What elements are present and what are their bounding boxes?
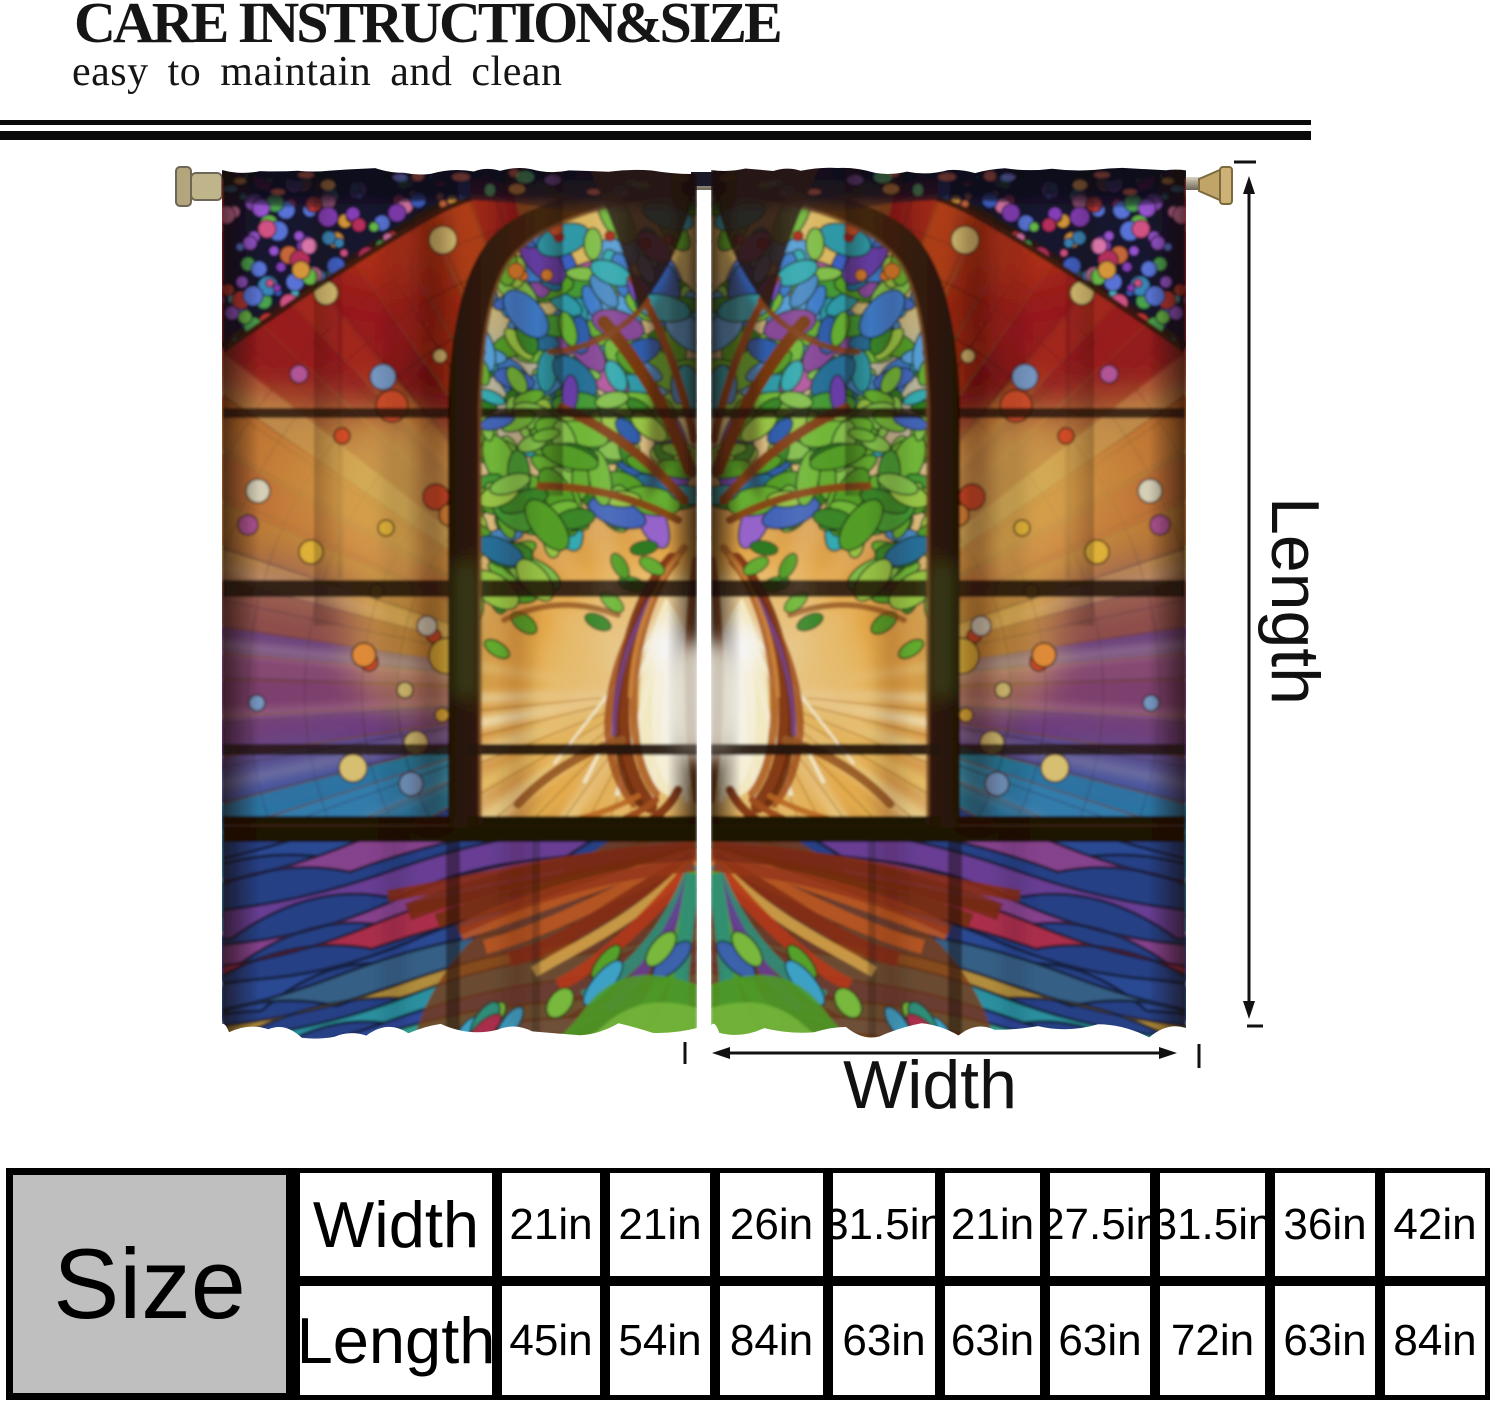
svg-text:Length: Length bbox=[1257, 497, 1333, 705]
svg-text:Width: Width bbox=[843, 1047, 1017, 1123]
